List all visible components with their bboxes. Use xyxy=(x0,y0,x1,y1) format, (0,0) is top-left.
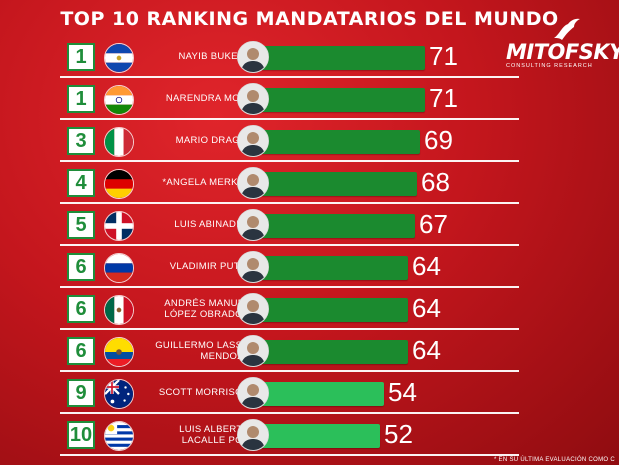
score-bar xyxy=(257,298,408,322)
rank-badge: 10 xyxy=(67,421,95,449)
score-bar xyxy=(257,340,408,364)
ecuador-flag-icon xyxy=(104,337,134,367)
score-bar xyxy=(257,214,415,238)
score-bar xyxy=(257,172,417,196)
el-salvador-flag-icon xyxy=(104,43,134,73)
leader-photo xyxy=(237,41,269,73)
rank-badge: 1 xyxy=(67,43,95,71)
germany-flag-icon xyxy=(104,169,134,199)
leader-name-line: LUIS ALBERTO xyxy=(179,423,250,435)
score-value: 71 xyxy=(429,83,458,113)
uruguay-flag-icon xyxy=(104,421,134,451)
leader-photo xyxy=(237,293,269,325)
leader-name: NARENDRA MODI xyxy=(137,80,250,118)
leader-name-line: ANDRÉS MANUEL xyxy=(164,297,250,309)
row-divider xyxy=(60,118,519,120)
leader-name-line: MARIO DRAGHI xyxy=(175,135,250,147)
mexico-flag-icon xyxy=(104,295,134,325)
dominican-republic-flag-icon xyxy=(104,211,134,241)
leader-name: SCOTT MORRISON xyxy=(137,374,250,412)
score-value: 64 xyxy=(412,293,441,323)
rank-badge: 5 xyxy=(67,211,95,239)
row-divider xyxy=(60,202,519,204)
row-divider xyxy=(60,454,519,456)
score-bar xyxy=(257,88,425,112)
ranking-row: 6 GUILLERMO LASSO MENDOZA 64 xyxy=(0,332,619,374)
row-divider xyxy=(60,160,519,162)
bird-logo-icon xyxy=(554,18,580,40)
leader-name: NAYIB BUKELE xyxy=(137,38,250,76)
ranking-row: 3 MARIO DRAGHI 69 xyxy=(0,122,619,164)
russia-flag-icon xyxy=(104,253,134,283)
score-bar xyxy=(257,130,420,154)
score-value: 68 xyxy=(421,167,450,197)
row-divider xyxy=(60,328,519,330)
row-divider xyxy=(60,286,519,288)
ranking-row: 4 *ANGELA MERKEL 68 xyxy=(0,164,619,206)
leader-name-line: MENDOZA xyxy=(200,351,250,362)
ranking-row: 5 LUIS ABINADER 67 xyxy=(0,206,619,248)
leader-photo xyxy=(237,251,269,283)
score-bar xyxy=(257,256,408,280)
leader-name-line: NARENDRA MODI xyxy=(165,93,250,105)
row-divider xyxy=(60,370,519,372)
leader-photo xyxy=(237,335,269,367)
leader-photo xyxy=(237,209,269,241)
leader-photo xyxy=(237,377,269,409)
leader-name: LUIS ALBERTO LACALLE POU xyxy=(137,416,250,454)
ranking-row: 1 NARENDRA MODI 71 xyxy=(0,80,619,122)
score-value: 71 xyxy=(429,41,458,71)
leader-name: MARIO DRAGHI xyxy=(137,122,250,160)
rank-badge: 1 xyxy=(67,85,95,113)
leader-name-line: NAYIB BUKELE xyxy=(178,51,250,63)
score-value: 64 xyxy=(412,251,441,281)
leader-name-line: SCOTT MORRISON xyxy=(158,387,250,399)
leader-name-line: LUIS ABINADER xyxy=(174,219,250,231)
logo-subtitle: CONSULTING RESEARCH xyxy=(506,63,593,69)
india-flag-icon xyxy=(104,85,134,115)
ranking-row: 1 NAYIB BUKELE 71 xyxy=(0,38,619,80)
chart-title: TOP 10 RANKING MANDATARIOS DEL MUNDO xyxy=(60,8,559,30)
score-value: 67 xyxy=(419,209,448,239)
leader-name: ANDRÉS MANUEL LÓPEZ OBRADOR xyxy=(137,290,250,328)
rank-badge: 9 xyxy=(67,379,95,407)
italy-flag-icon xyxy=(104,127,134,157)
leader-name: LUIS ABINADER xyxy=(137,206,250,244)
leader-name-line: *ANGELA MERKEL xyxy=(162,177,250,189)
row-divider xyxy=(60,76,519,78)
leader-photo xyxy=(237,419,269,451)
leader-name: *ANGELA MERKEL xyxy=(137,164,250,202)
score-value: 52 xyxy=(384,419,413,449)
score-value: 54 xyxy=(388,377,417,407)
leader-photo xyxy=(237,125,269,157)
leader-photo xyxy=(237,83,269,115)
mitofsky-logo: MITOFSKY CONSULTING RESEARCH xyxy=(506,18,619,69)
score-bar xyxy=(257,382,384,406)
logo-wordmark: MITOFSKY xyxy=(506,40,619,64)
leader-name: VLADIMIR PUTIN xyxy=(137,248,250,286)
score-value: 64 xyxy=(412,335,441,365)
rank-badge: 4 xyxy=(67,169,95,197)
leader-name-line: LACALLE POU xyxy=(181,435,250,446)
footnote: * EN SU ÚLTIMA EVALUACIÓN COMO C xyxy=(493,457,615,463)
leader-name-line: LÓPEZ OBRADOR xyxy=(164,309,250,320)
rank-badge: 6 xyxy=(67,253,95,281)
rank-badge: 6 xyxy=(67,337,95,365)
ranking-row: 6 VLADIMIR PUTIN 64 xyxy=(0,248,619,290)
rank-badge: 3 xyxy=(67,127,95,155)
score-bar xyxy=(257,46,425,70)
ranking-row: 9 SCOTT MORRISON 54 xyxy=(0,374,619,416)
ranking-row: 6 ANDRÉS MANUEL LÓPEZ OBRADOR 64 xyxy=(0,290,619,332)
row-divider xyxy=(60,412,519,414)
ranking-row: 10 LUIS ALBERTO LACALLE POU 52 xyxy=(0,416,619,458)
australia-flag-icon xyxy=(104,379,134,409)
rank-badge: 6 xyxy=(67,295,95,323)
score-bar xyxy=(257,424,380,448)
score-value: 69 xyxy=(424,125,453,155)
leader-name-line: GUILLERMO LASSO xyxy=(155,339,250,351)
leader-name: GUILLERMO LASSO MENDOZA xyxy=(137,332,250,370)
row-divider xyxy=(60,244,519,246)
leader-photo xyxy=(237,167,269,199)
leader-name-line: VLADIMIR PUTIN xyxy=(169,261,250,273)
